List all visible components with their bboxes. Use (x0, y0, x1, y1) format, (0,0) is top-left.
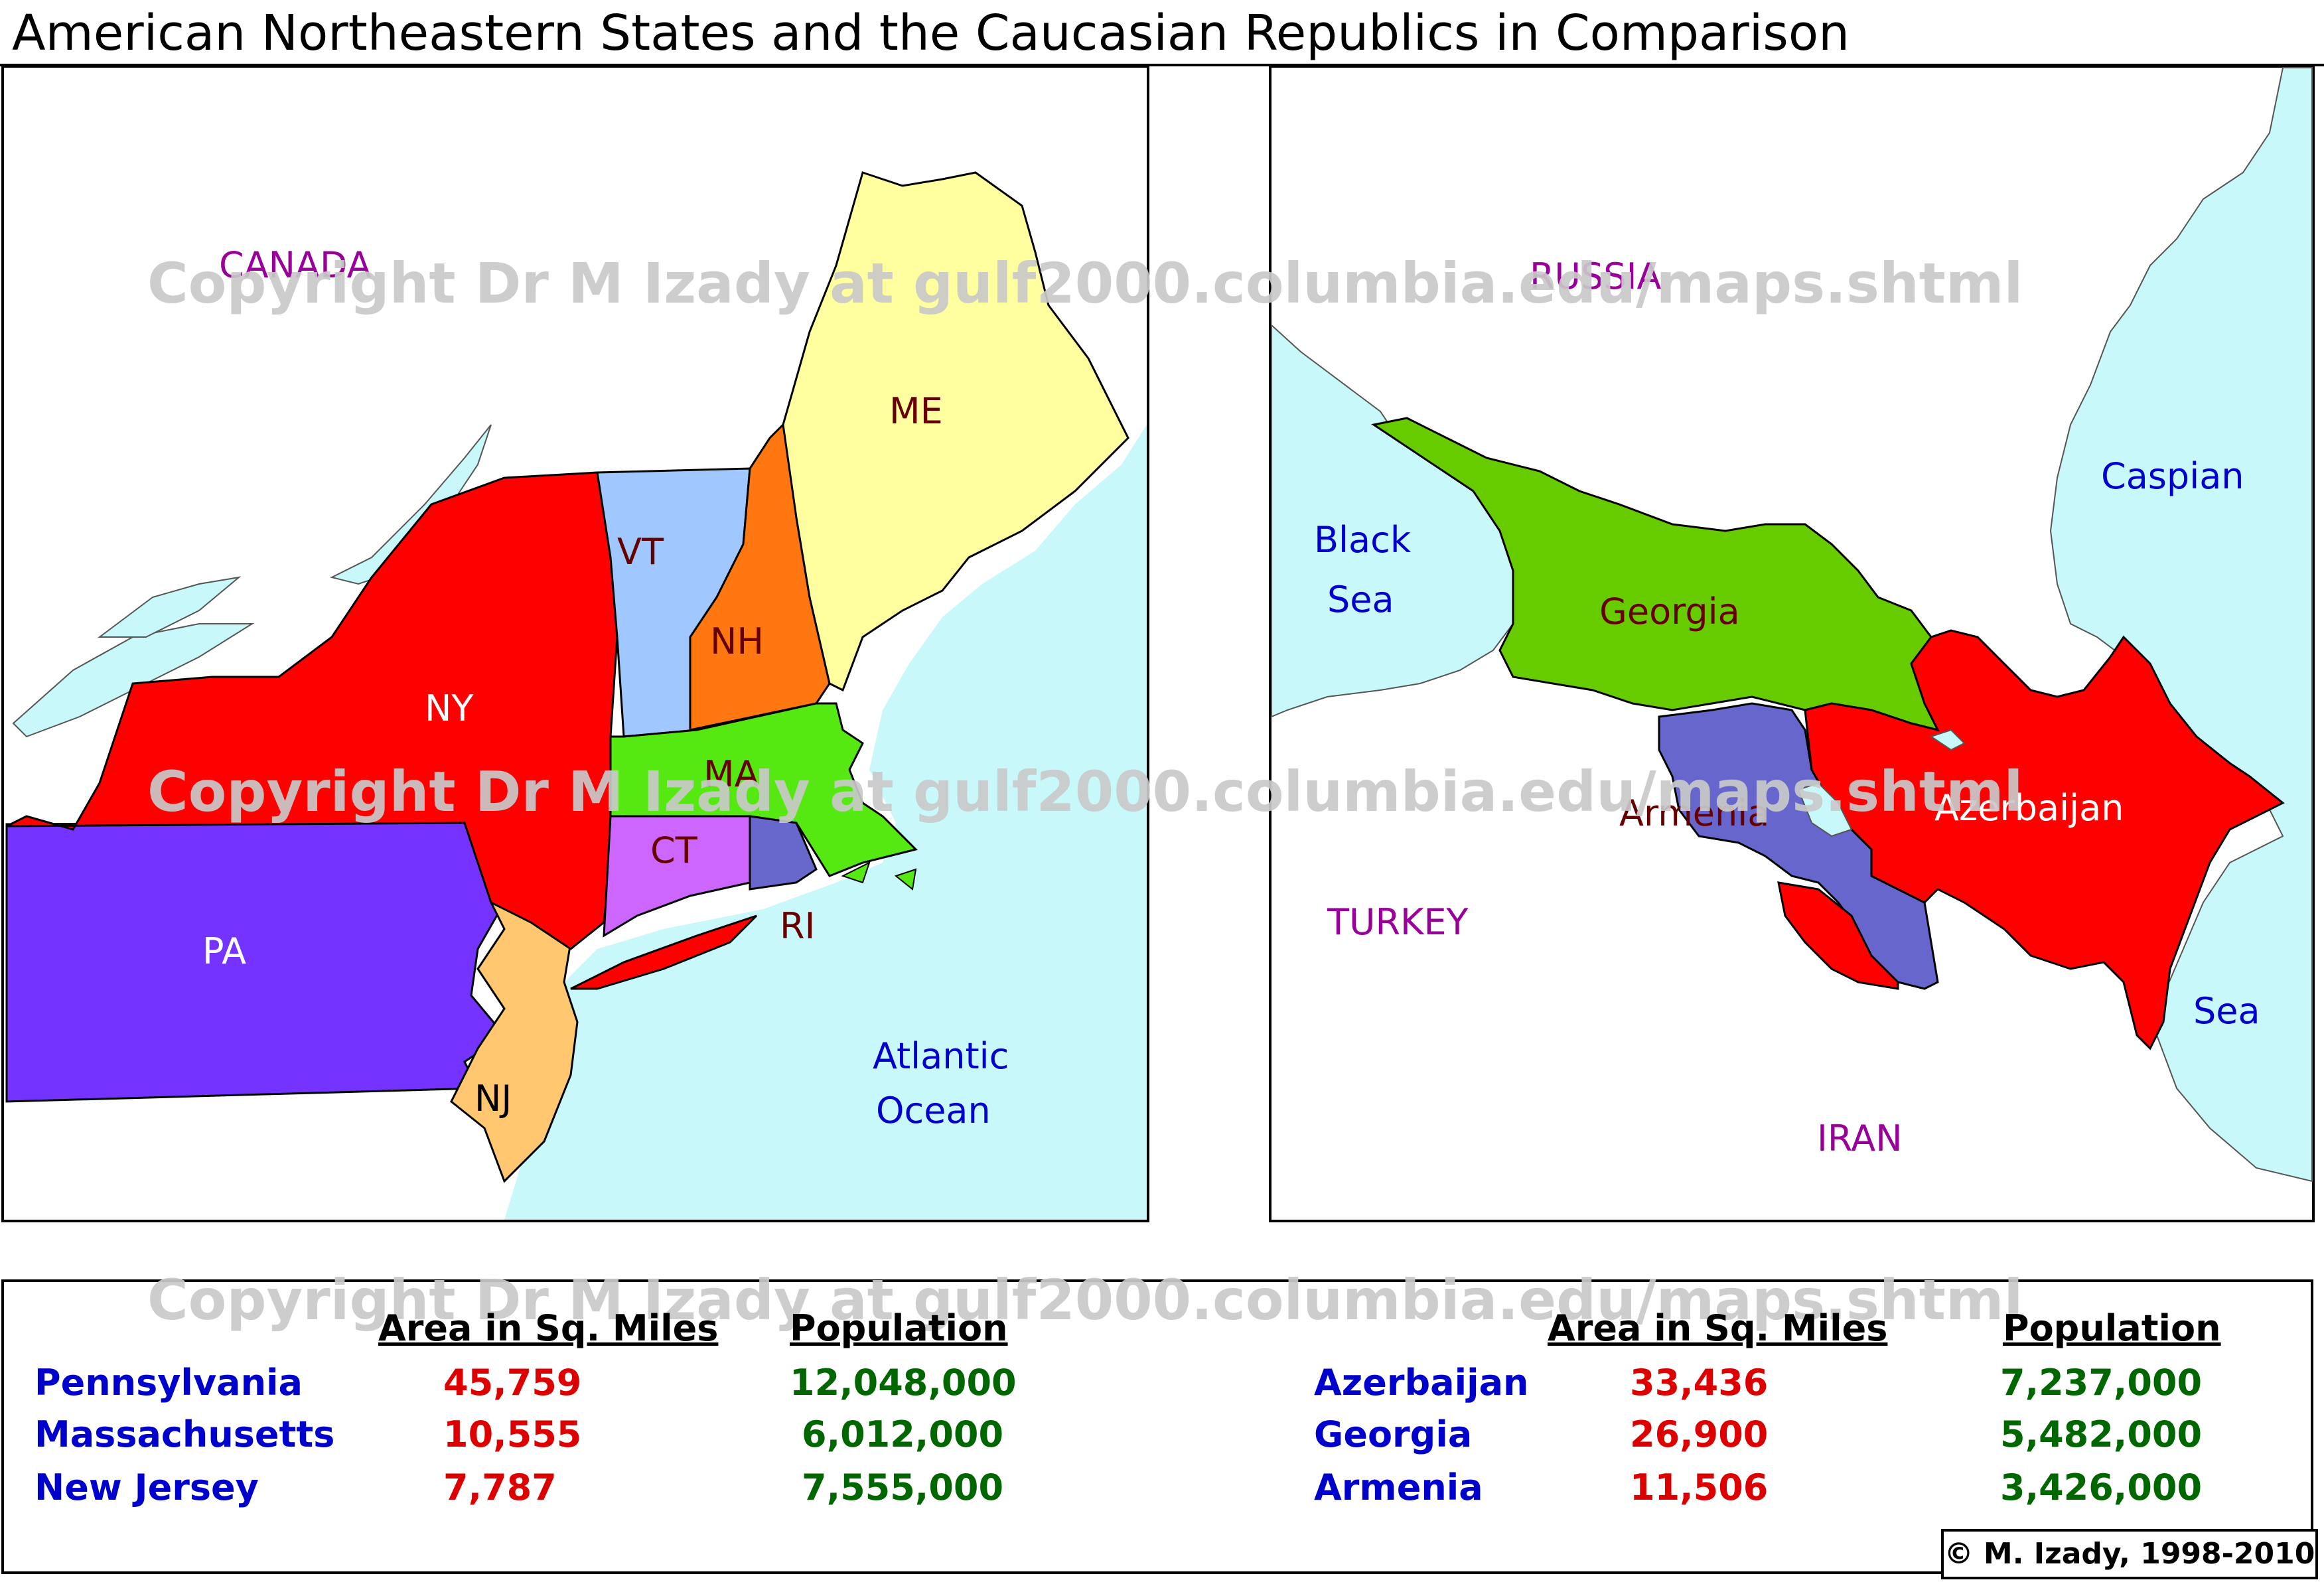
country-armenia (1658, 702, 1939, 990)
left-row-3-population: 7,555,000 (802, 1467, 1004, 1508)
label-ny: NY (425, 687, 474, 729)
left-header-area: Area in Sq. Miles (378, 1307, 719, 1349)
right-row-2-population: 5,482,000 (2000, 1413, 2203, 1455)
right-row-1-name: Azerbaijan (1314, 1362, 1529, 1404)
label-nh: NH (710, 620, 764, 662)
label-atlantic-1: Atlantic (873, 1035, 1009, 1077)
state-me (782, 171, 1129, 692)
left-header-population: Population (790, 1307, 1008, 1349)
caucasus-map: RUSSIA Black Sea Caspian Sea Georgia Arm… (1269, 65, 2315, 1222)
lake-erie (12, 623, 255, 738)
label-iran: IRAN (1817, 1117, 1903, 1159)
label-azerbaijan: Azerbaijan (1934, 787, 2124, 829)
label-canada: CANADA (219, 244, 372, 286)
reservoir (1929, 729, 1966, 751)
state-ri (749, 815, 818, 891)
left-row-1-area: 45,759 (443, 1362, 582, 1404)
northeast-map: CANADA NY PA NJ VT NH ME MA CT RI Atlant… (1, 65, 1149, 1222)
label-vt: VT (617, 531, 664, 573)
left-row-2-name: Massachusetts (35, 1413, 335, 1455)
label-pa: PA (202, 930, 246, 972)
lake-sevan (1797, 782, 1853, 837)
label-russia: RUSSIA (1530, 255, 1662, 297)
long-island (570, 914, 758, 990)
label-georgia: Georgia (1599, 591, 1740, 632)
title-rule (0, 64, 2324, 66)
right-row-1-population: 7,237,000 (2000, 1362, 2203, 1404)
right-header-population: Population (2003, 1307, 2221, 1349)
copyright-credit: © M. Izady, 1998-2010 (1941, 1529, 2318, 1579)
left-row-3-area: 7,787 (443, 1467, 557, 1508)
state-nj (450, 900, 579, 1183)
right-row-2-name: Georgia (1314, 1413, 1473, 1455)
label-ct: CT (650, 829, 698, 871)
label-black-1: Black (1314, 519, 1412, 561)
label-ma: MA (703, 753, 759, 795)
label-ri: RI (780, 905, 815, 947)
label-caspian-1: Caspian (2101, 455, 2244, 497)
right-row-3-name: Armenia (1314, 1467, 1483, 1508)
watermark-3: Copyright Dr M Izady at gulf2000.columbi… (147, 1267, 2023, 1332)
left-row-1-population: 12,048,000 (790, 1362, 1017, 1404)
right-header-area: Area in Sq. Miles (1548, 1307, 1888, 1349)
state-pa (5, 820, 506, 1103)
table-frame (1, 1279, 2313, 1574)
page-title: American Northeastern States and the Cau… (12, 5, 1850, 62)
label-black-2: Sea (1327, 579, 1394, 620)
left-row-2-area: 10,555 (443, 1413, 582, 1455)
mass-islands (841, 861, 917, 891)
watermark-1: Copyright Dr M Izady at gulf2000.columbi… (147, 251, 2023, 316)
label-nj: NJ (474, 1078, 512, 1119)
lake-champlain (98, 576, 242, 638)
right-row-3-area: 11,506 (1630, 1467, 1769, 1508)
label-caspian-2: Sea (2193, 990, 2260, 1032)
left-row-3-name: New Jersey (35, 1467, 259, 1508)
right-row-2-area: 26,900 (1630, 1413, 1769, 1455)
country-azerbaijan (1777, 629, 2285, 1050)
right-row-1-area: 33,436 (1630, 1362, 1769, 1404)
watermark-2: Copyright Dr M Izady at gulf2000.columbi… (147, 759, 2023, 824)
right-row-3-population: 3,426,000 (2000, 1467, 2203, 1508)
label-armenia: Armenia (1619, 792, 1769, 834)
label-turkey: TURKEY (1327, 901, 1469, 943)
label-me: ME (889, 390, 943, 432)
label-atlantic-2: Ocean (876, 1090, 991, 1131)
left-row-2-population: 6,012,000 (802, 1413, 1004, 1455)
left-row-1-name: Pennsylvania (35, 1362, 303, 1404)
atlantic-ocean (504, 425, 1147, 1220)
